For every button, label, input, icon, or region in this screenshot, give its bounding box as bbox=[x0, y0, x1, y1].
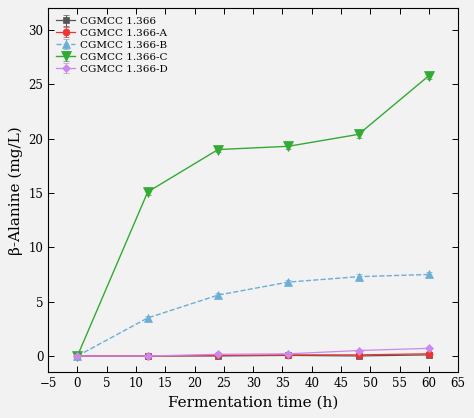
Y-axis label: β-Alanine (mg/L): β-Alanine (mg/L) bbox=[9, 126, 23, 255]
Legend: CGMCC 1.366, CGMCC 1.366-A, CGMCC 1.366-B, CGMCC 1.366-C, CGMCC 1.366-D: CGMCC 1.366, CGMCC 1.366-A, CGMCC 1.366-… bbox=[54, 13, 171, 76]
X-axis label: Fermentation time (h): Fermentation time (h) bbox=[168, 396, 338, 410]
